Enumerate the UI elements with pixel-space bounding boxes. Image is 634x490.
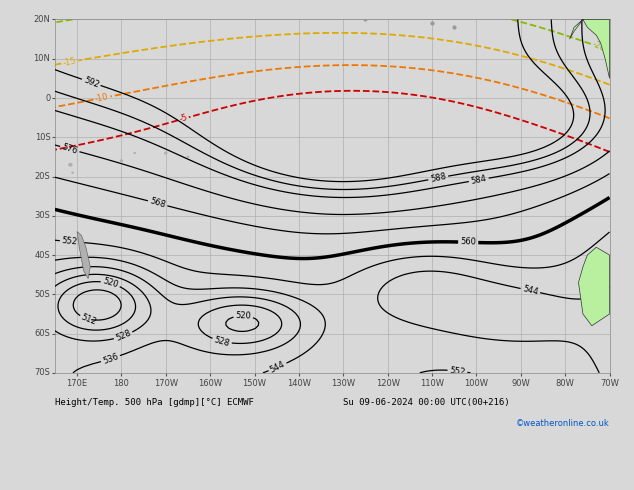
Text: Height/Temp. 500 hPa [gdmp][°C] ECMWF: Height/Temp. 500 hPa [gdmp][°C] ECMWF (55, 397, 254, 407)
Text: -20: -20 (591, 40, 607, 54)
Text: 40S: 40S (35, 250, 50, 260)
Text: 544: 544 (269, 359, 287, 374)
Circle shape (186, 156, 190, 158)
Polygon shape (569, 20, 609, 78)
Text: 0: 0 (45, 94, 50, 102)
Text: 520: 520 (235, 311, 251, 320)
Text: 160W: 160W (198, 379, 222, 388)
Text: -5: -5 (178, 113, 189, 124)
Text: 576: 576 (61, 142, 79, 156)
Text: 50S: 50S (35, 290, 50, 299)
Circle shape (120, 159, 123, 162)
Text: 70S: 70S (34, 368, 50, 377)
Circle shape (71, 172, 74, 174)
Text: 170W: 170W (153, 379, 178, 388)
Text: 588: 588 (429, 172, 447, 184)
Circle shape (68, 163, 72, 167)
Text: 80W: 80W (556, 379, 574, 388)
Text: 592: 592 (82, 75, 100, 90)
Text: 130W: 130W (331, 379, 355, 388)
Polygon shape (77, 231, 90, 279)
Text: 70W: 70W (600, 379, 619, 388)
Text: 150W: 150W (243, 379, 266, 388)
Text: 568: 568 (148, 196, 167, 210)
Text: 140W: 140W (287, 379, 311, 388)
Circle shape (133, 152, 136, 154)
Text: -15: -15 (62, 56, 77, 68)
Text: 180: 180 (113, 379, 129, 388)
Text: 100W: 100W (465, 379, 488, 388)
Text: 90W: 90W (512, 379, 530, 388)
Text: 60S: 60S (34, 329, 50, 338)
Text: 170E: 170E (67, 379, 87, 388)
Text: 584: 584 (470, 174, 488, 186)
Text: 536: 536 (101, 352, 120, 366)
Text: ©weatheronline.co.uk: ©weatheronline.co.uk (516, 419, 609, 428)
Text: 544: 544 (522, 284, 539, 297)
Text: 520: 520 (101, 277, 119, 290)
Text: 528: 528 (114, 328, 133, 343)
Text: 528: 528 (213, 335, 231, 348)
Polygon shape (578, 247, 609, 326)
Circle shape (164, 151, 167, 154)
Text: 30S: 30S (34, 211, 50, 220)
Text: 110W: 110W (420, 379, 444, 388)
Text: 512: 512 (80, 312, 98, 326)
Text: 10S: 10S (35, 133, 50, 142)
Text: 552: 552 (449, 366, 466, 376)
Text: 20S: 20S (35, 172, 50, 181)
Text: 20N: 20N (34, 15, 50, 24)
Text: 120W: 120W (376, 379, 399, 388)
Text: 552: 552 (61, 236, 78, 247)
Text: 10N: 10N (34, 54, 50, 63)
Text: 560: 560 (460, 238, 476, 247)
Text: -10: -10 (94, 92, 110, 104)
Text: Su 09-06-2024 00:00 UTC(00+216): Su 09-06-2024 00:00 UTC(00+216) (343, 397, 510, 407)
